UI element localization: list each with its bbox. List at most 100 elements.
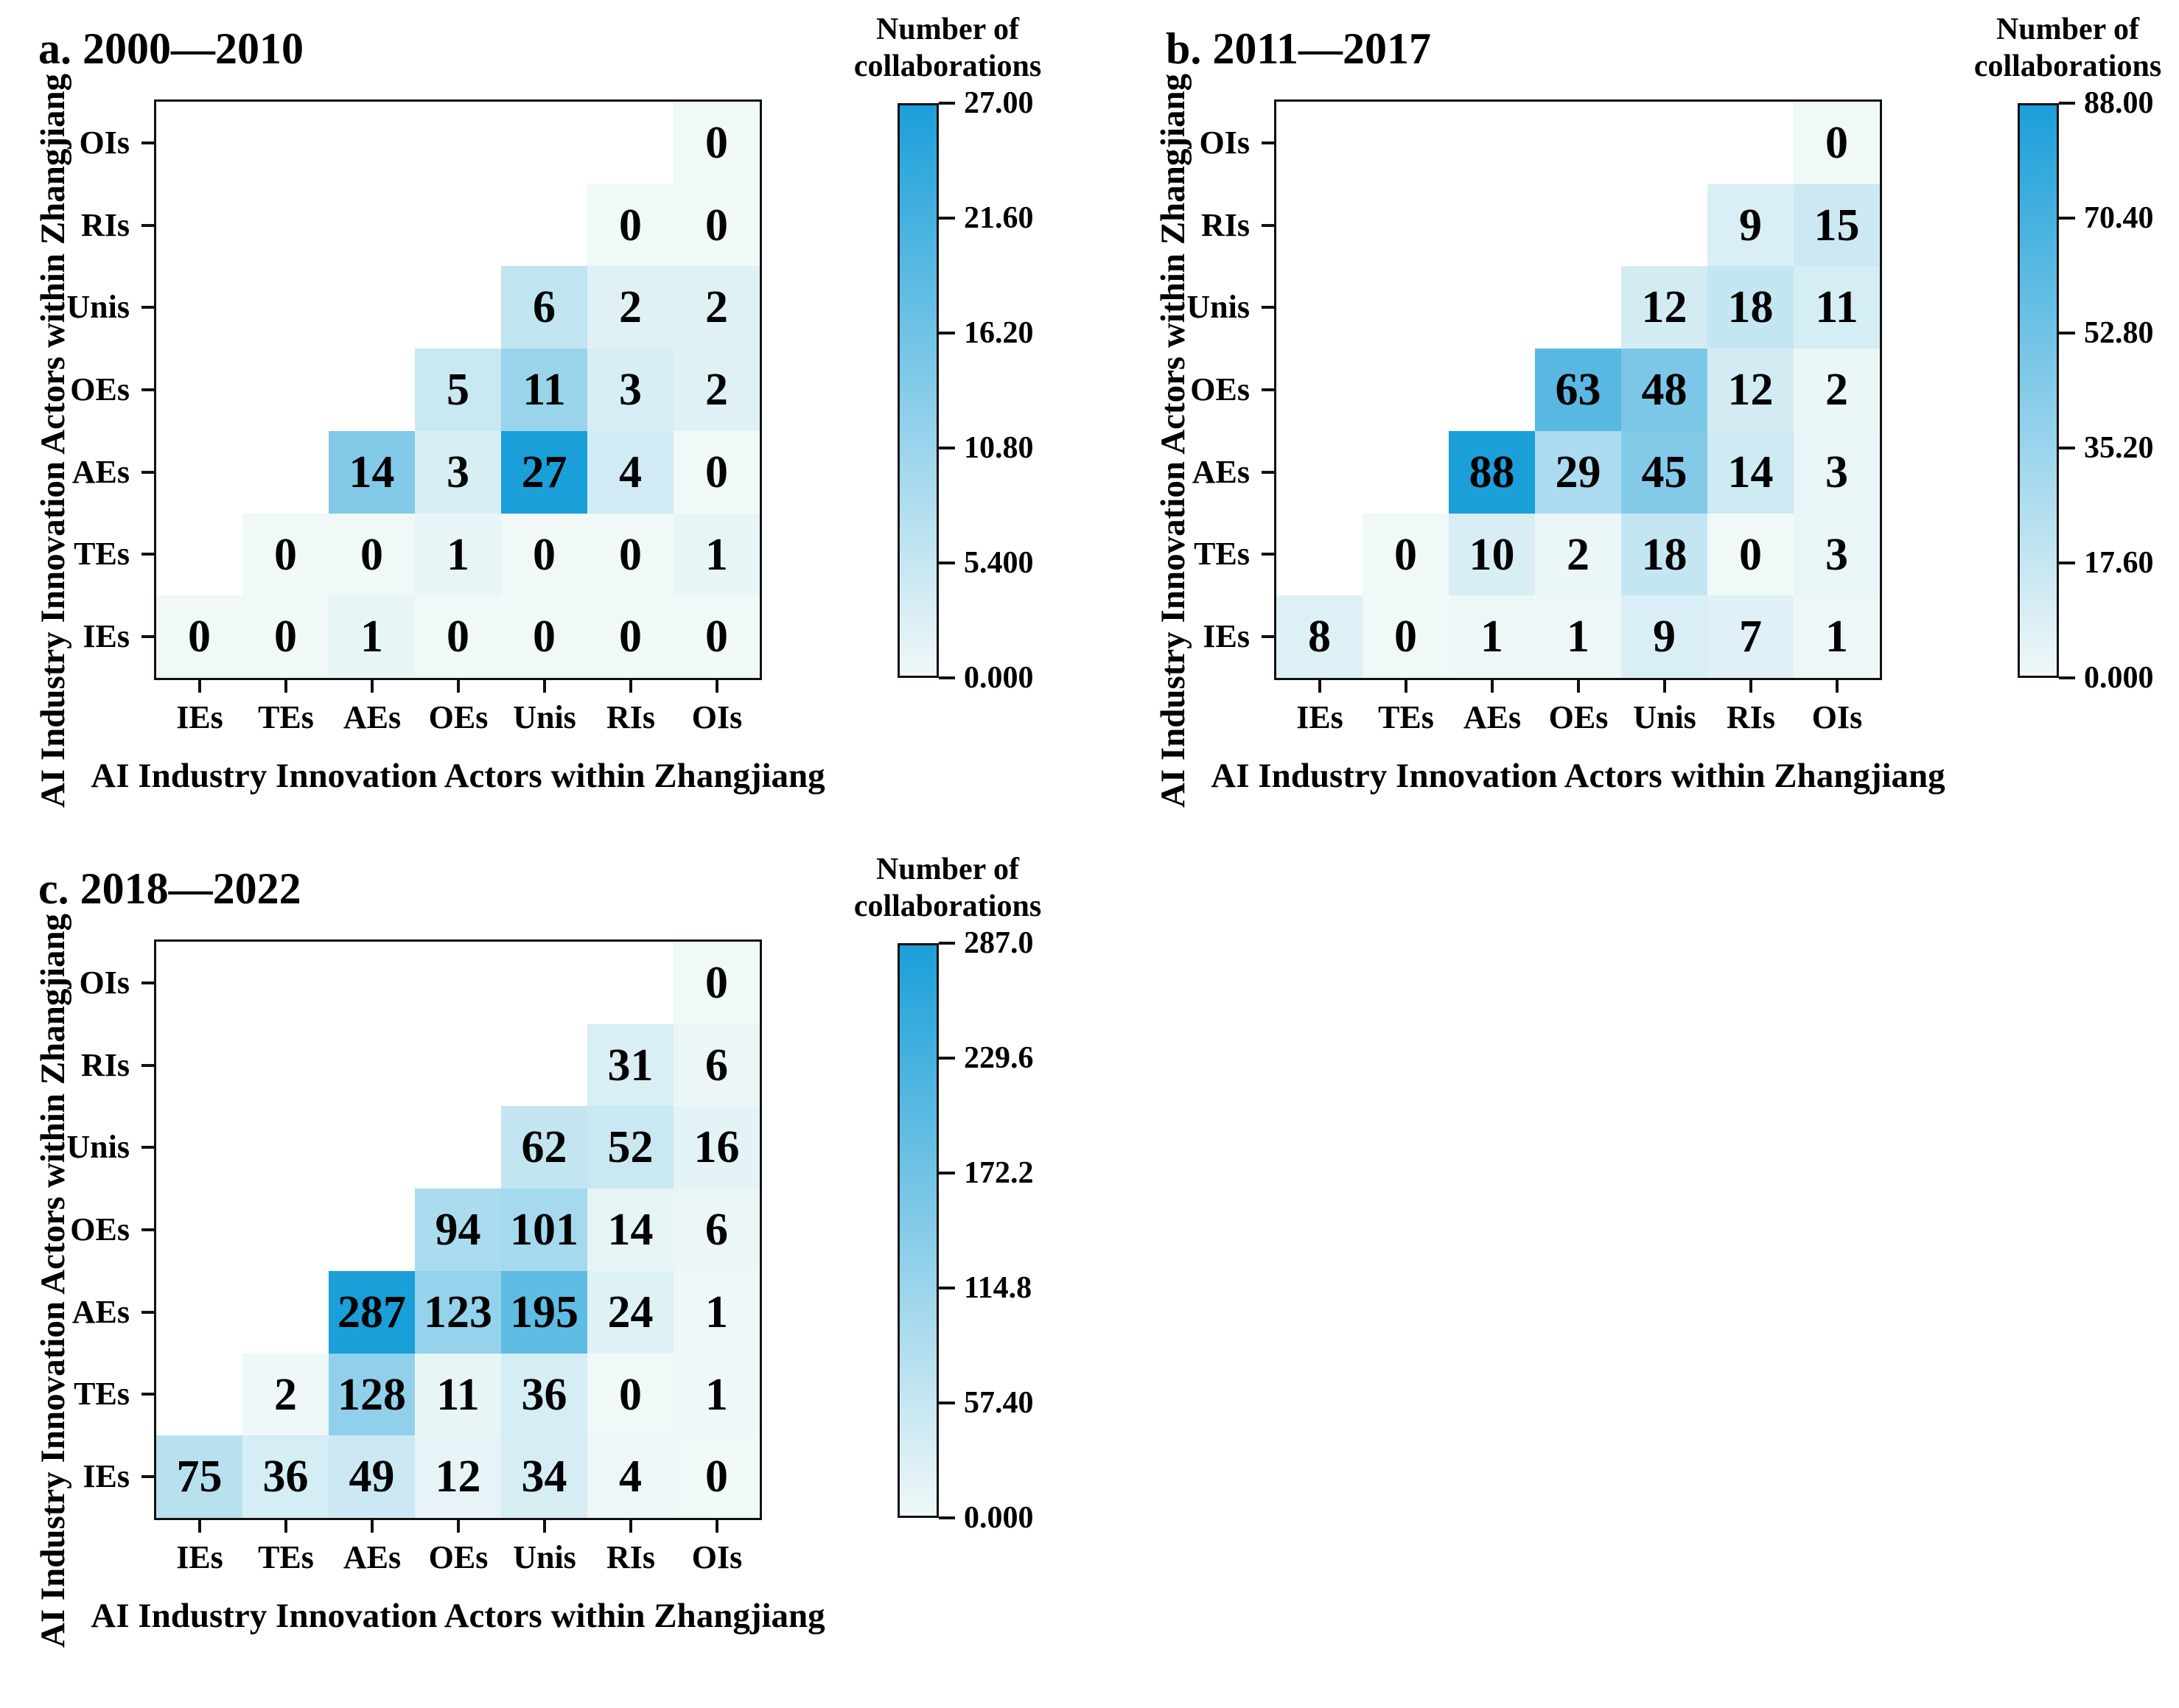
y-tick-label: OEs xyxy=(70,371,130,407)
heatmap-cell: 62 xyxy=(501,1106,587,1189)
heatmap-cell-value: 10 xyxy=(1469,529,1515,580)
x-tick-label: OIs xyxy=(691,1539,743,1575)
heatmap-cell-value: 2 xyxy=(1567,529,1589,580)
y-tick-label: AEs xyxy=(1192,454,1250,490)
heatmap-cell-value: 2 xyxy=(274,1369,297,1420)
heatmap-cell: 12 xyxy=(1621,266,1707,349)
x-tick-label: Unis xyxy=(513,1539,576,1575)
colorbar-tick xyxy=(2059,676,2075,679)
x-axis-tick xyxy=(1663,678,1666,693)
colorbar-tick-label: 0.000 xyxy=(2084,661,2154,695)
heatmap-cell: 0 xyxy=(501,514,587,595)
x-axis-tick xyxy=(371,678,374,693)
heatmap-cell: 36 xyxy=(501,1354,587,1435)
heatmap-plot-area: 0 0 1 0 0 0 0 0 0 1 0 0 1 14 3 27 4 0 5 11 3 2 6 2 2 0 0 0 xyxy=(154,99,762,680)
heatmap-cell-value: 0 xyxy=(705,200,728,251)
x-axis-label: AI Industry Innovation Actors within Zha… xyxy=(1211,757,1945,795)
heatmap-cell-value: 15 xyxy=(1813,200,1860,251)
heatmap-cell-value: 0 xyxy=(1394,612,1417,662)
y-axis-tick xyxy=(1262,306,1276,309)
heatmap-cell: 16 xyxy=(674,1106,760,1189)
heatmap-cell-value: 0 xyxy=(705,118,728,168)
heatmap-cell: 18 xyxy=(1707,266,1794,349)
heatmap-cell: 48 xyxy=(1621,349,1707,431)
heatmap-cell-value: 1 xyxy=(705,1369,728,1420)
heatmap-cell-value: 1 xyxy=(360,612,383,662)
colorbar-tick xyxy=(2059,447,2075,449)
heatmap-cell: 2 xyxy=(674,349,760,431)
heatmap-cell-value: 0 xyxy=(1394,529,1417,580)
y-axis-label: AI Industry Innovation Actors within Zha… xyxy=(34,73,72,808)
heatmap-cell-value: 3 xyxy=(1825,447,1848,497)
heatmap-cell: 0 xyxy=(1707,514,1794,595)
y-axis-tick xyxy=(141,553,156,556)
heatmap-cell: 101 xyxy=(501,1189,587,1271)
x-tick-label: OIs xyxy=(691,699,743,735)
heatmap-cell: 0 xyxy=(674,102,760,184)
colorbar-tick-label: 287.0 xyxy=(964,926,1034,960)
heatmap-cell-value: 14 xyxy=(349,447,395,497)
heatmap-cell-value: 1 xyxy=(447,529,469,580)
heatmap-cell-value: 63 xyxy=(1555,365,1601,415)
heatmap-cell-value: 287 xyxy=(337,1287,406,1337)
y-tick-label: TEs xyxy=(1194,536,1250,572)
heatmap-cell: 1 xyxy=(1794,595,1880,678)
colorbar-tick-label: 114.8 xyxy=(964,1271,1032,1305)
y-axis-tick xyxy=(141,1475,156,1478)
colorbar-tick-label: 172.2 xyxy=(964,1156,1034,1190)
heatmap-cell-value: 48 xyxy=(1641,365,1687,415)
heatmap-cell-value: 0 xyxy=(705,447,728,497)
heatmap-cell: 31 xyxy=(587,1024,674,1106)
y-tick-label: OEs xyxy=(70,1211,130,1247)
x-tick-label: RIs xyxy=(606,699,656,735)
heatmap-cell: 0 xyxy=(674,595,760,678)
y-axis-tick xyxy=(1262,388,1276,391)
x-axis-tick xyxy=(1318,678,1321,693)
heatmap-panel-b: b. 2011—2017 AI Industry Innovation Acto… xyxy=(1154,13,2161,808)
heatmap-cell: 11 xyxy=(415,1354,501,1435)
heatmap-cell: 11 xyxy=(501,349,587,431)
heatmap-cell: 3 xyxy=(587,349,674,431)
heatmap-cell: 11 xyxy=(1794,266,1880,349)
heatmap-cell: 75 xyxy=(156,1435,242,1518)
y-tick-label: RIs xyxy=(80,207,130,243)
heatmap-cell-value: 3 xyxy=(619,365,642,415)
y-tick-label: Unis xyxy=(1186,289,1250,325)
x-tick-label: IEs xyxy=(1296,699,1343,735)
x-tick-label: OEs xyxy=(428,1539,489,1575)
colorbar-tick-label: 229.6 xyxy=(964,1041,1034,1075)
x-tick-label: IEs xyxy=(176,1539,223,1575)
heatmap-cell-value: 62 xyxy=(521,1122,567,1172)
x-tick-label: Unis xyxy=(513,699,576,735)
heatmap-cell: 1 xyxy=(1449,595,1535,678)
colorbar-tick-label: 57.40 xyxy=(964,1386,1034,1420)
colorbar-tick-label: 21.60 xyxy=(964,201,1034,235)
heatmap-panel-c: c. 2018—2022 AI Industry Innovation Acto… xyxy=(34,853,1041,1648)
colorbar-title: Number of collaborations xyxy=(741,12,1154,85)
heatmap-cell: 4 xyxy=(587,1435,674,1518)
x-axis-tick xyxy=(284,1518,287,1533)
colorbar-title-line1: Number of xyxy=(1996,13,2140,46)
x-axis-tick xyxy=(1749,678,1752,693)
colorbar-gradient xyxy=(898,103,939,678)
heatmap-cell-value: 94 xyxy=(435,1205,481,1255)
heatmap-cell-value: 12 xyxy=(1641,282,1687,332)
heatmap-cell: 29 xyxy=(1535,431,1621,514)
heatmap-cell: 45 xyxy=(1621,431,1707,514)
y-axis-tick xyxy=(1262,471,1276,474)
heatmap-cell: 0 xyxy=(1363,514,1449,595)
heatmap-cell: 1 xyxy=(674,514,760,595)
heatmap-cell-value: 18 xyxy=(1641,529,1687,580)
y-axis-tick xyxy=(141,1311,156,1314)
colorbar-gradient xyxy=(2018,103,2059,678)
heatmap-cell: 195 xyxy=(501,1271,587,1354)
heatmap-cell-value: 0 xyxy=(619,529,642,580)
colorbar-tick-label: 5.400 xyxy=(964,546,1034,580)
heatmap-cell-value: 36 xyxy=(262,1452,309,1502)
colorbar-tick-label: 88.00 xyxy=(2084,86,2154,120)
heatmap-cell: 12 xyxy=(415,1435,501,1518)
x-tick-label: TEs xyxy=(258,1539,314,1575)
colorbar-title-line1: Number of xyxy=(875,853,1020,886)
heatmap-cell-value: 11 xyxy=(522,365,566,415)
heatmap-cell-value: 0 xyxy=(705,612,728,662)
